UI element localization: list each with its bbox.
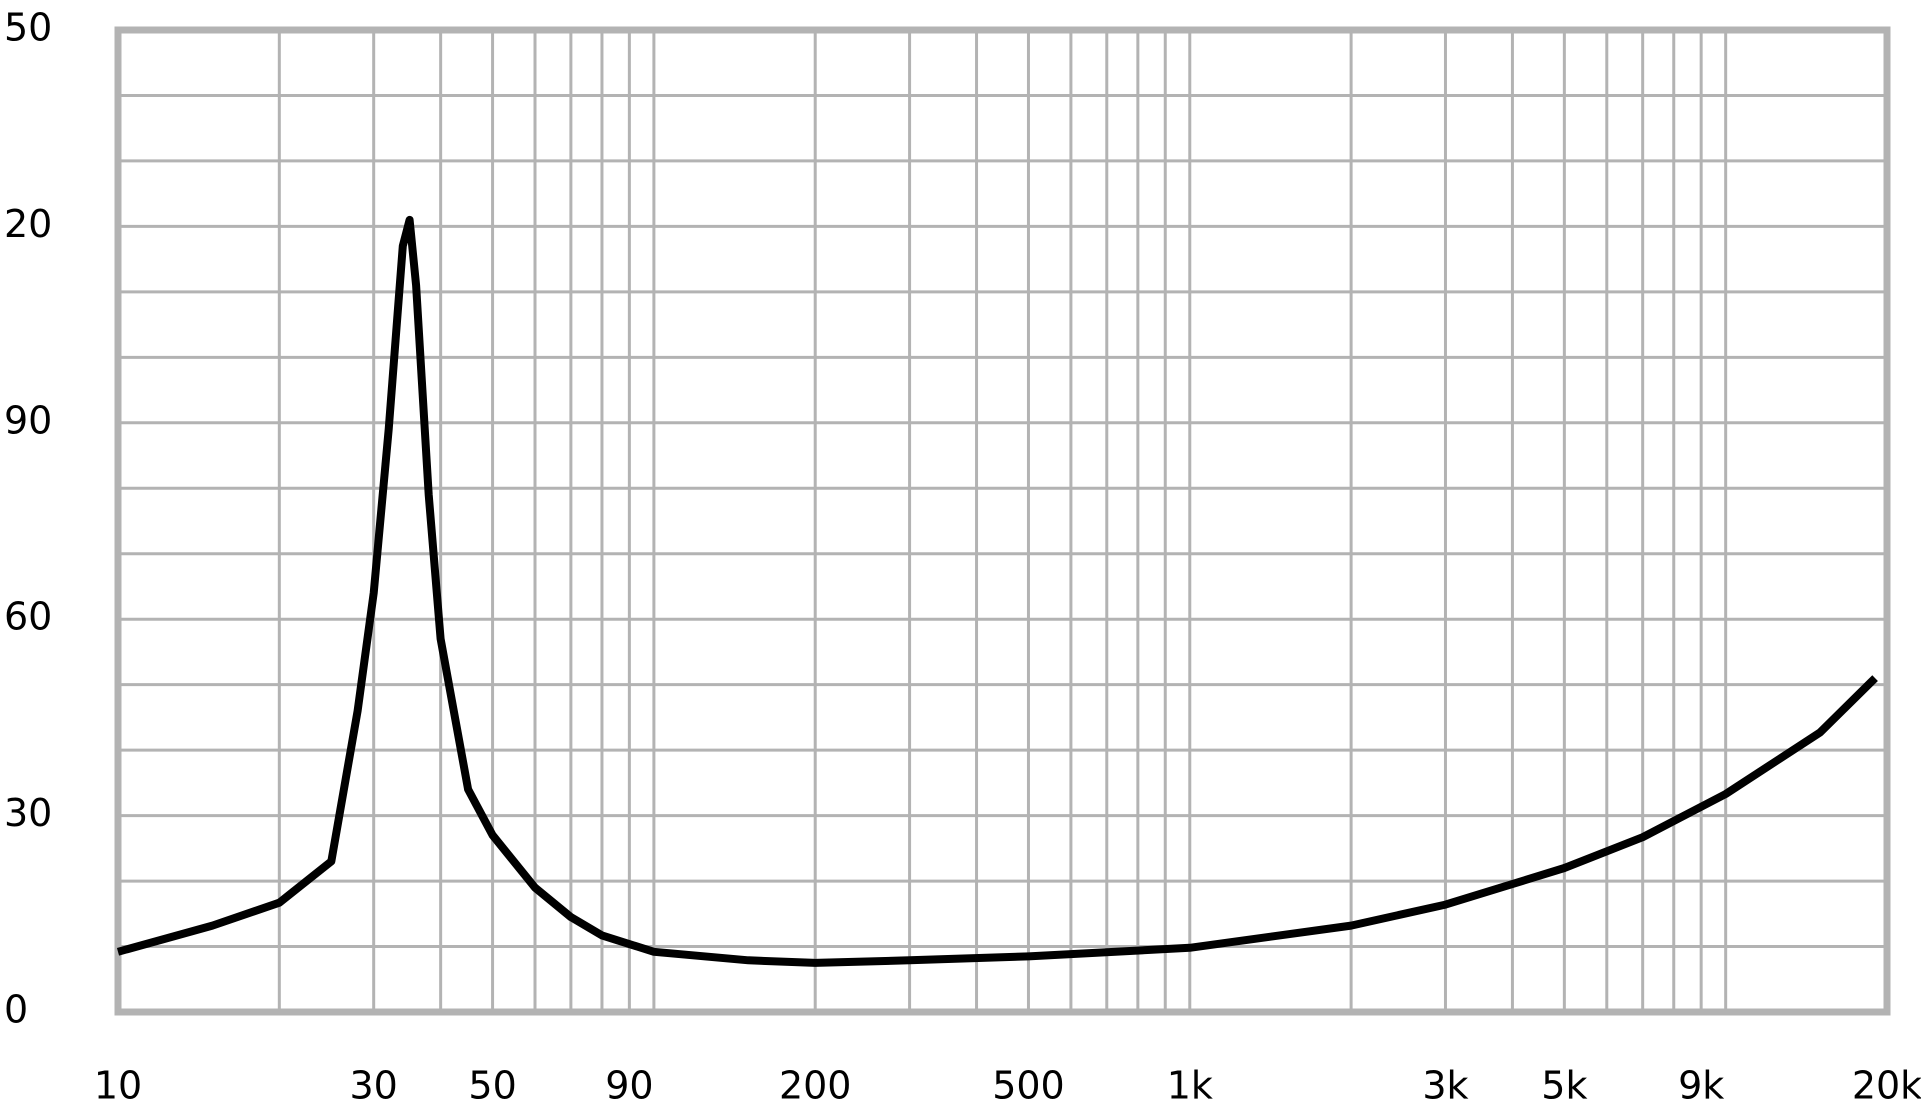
impedance-curve xyxy=(116,215,1878,967)
y-tick-label: 60 xyxy=(4,595,52,639)
y-tick-label: 50 xyxy=(4,6,52,50)
x-tick-label: 200 xyxy=(779,1064,852,1108)
y-tick-label: 30 xyxy=(4,791,52,835)
x-tick-label: 500 xyxy=(992,1064,1065,1108)
x-tick-label: 1k xyxy=(1167,1064,1213,1108)
x-tick-label: 20k xyxy=(1852,1064,1921,1108)
x-tick-label: 50 xyxy=(468,1064,516,1108)
x-tick-label: 90 xyxy=(605,1064,653,1108)
x-tick-label: 10 xyxy=(94,1064,142,1108)
x-tick-label: 5k xyxy=(1541,1064,1587,1108)
y-tick-label: 20 xyxy=(4,202,52,246)
plot-frame xyxy=(114,26,1891,1016)
x-tick-label: 3k xyxy=(1422,1064,1468,1108)
x-tick-label: 9k xyxy=(1678,1064,1724,1108)
y-tick-label: 90 xyxy=(4,398,52,442)
x-tick-label: 30 xyxy=(350,1064,398,1108)
y-tick-label: 0 xyxy=(4,988,28,1032)
